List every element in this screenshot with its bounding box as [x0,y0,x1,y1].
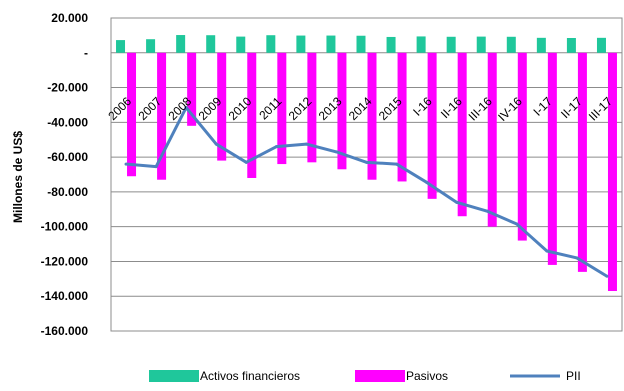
bar-activos-financieros [206,35,216,53]
pii-point [184,106,188,110]
pii-point [455,200,459,204]
pii-point [515,222,519,226]
bar-pasivos [547,52,557,265]
bar-activos-financieros [416,36,426,53]
y-tick-label: -120.000 [41,254,89,268]
bar-pasivos [517,52,527,241]
legend-label-pii: PII [566,369,581,383]
pii-point [274,145,278,149]
y-tick-label: -40.000 [47,115,88,129]
pii-point [605,274,609,278]
y-axis-title: Millones de US$ [11,131,25,223]
bar-activos-financieros [506,36,516,53]
y-tick-label: -60.000 [47,150,88,164]
bar-pasivos [217,52,227,161]
plot-frame [110,17,623,332]
bar-pasivos [487,52,497,227]
pii-point [575,256,579,260]
y-tick-label: -100.000 [41,220,89,234]
legend-label-pasivos: Pasivos [406,369,448,383]
pii-point [365,160,368,164]
y-tick-label: -20.000 [47,81,88,95]
bars [116,35,617,292]
bar-pasivos [577,52,587,272]
pii-point [214,142,218,146]
bar-activos-financieros [386,36,396,53]
bar-activos-financieros [176,35,186,53]
bar-activos-financieros [566,37,576,53]
bar-activos-financieros [446,36,456,53]
pii-point [395,162,399,166]
x-axis-ticks: 2006 2007 2008 2009 2010 2011 2012 2013 2014 2015… [105,94,615,124]
pii-point [304,142,308,146]
pii-point [124,162,128,166]
y-tick-label: -80.000 [47,185,88,199]
pii-point [154,165,158,169]
bar-pasivos [457,52,467,217]
bar-activos-financieros [356,35,366,53]
bar-activos-financieros [596,37,606,53]
y-tick-label: 20.000 [51,11,88,25]
y-tick-label: - [84,46,88,60]
bar-activos-financieros [296,35,306,53]
bar-activos-financieros [476,36,486,53]
bar-pasivos [277,52,287,165]
bar-pasivos [427,52,437,199]
pii-point [244,160,248,164]
pii-line [124,106,609,278]
y-tick-label: -160.000 [41,324,89,338]
bar-pasivos [247,52,257,178]
pii-point [425,180,429,184]
bar-pasivos [127,52,137,177]
pii-point [485,209,489,213]
bar-pasivos [337,52,347,170]
legend: Activos financieros Pasivos PII [149,369,581,383]
y-axis-ticks: 20.000 - -20.000 -40.000 -60.000 -80.000 -100.… [41,11,89,338]
pii-point [334,150,338,154]
pii-point [545,249,549,253]
legend-swatch-pasivos [355,370,405,382]
bar-activos-financieros [326,35,336,53]
bar-pasivos [367,52,377,180]
bar-activos-financieros [266,35,276,53]
bar-pasivos [607,52,617,292]
bar-activos-financieros [116,40,126,53]
y-tick-label: -140.000 [41,289,89,303]
bar-pasivos [307,52,317,163]
grid-lines [110,17,623,332]
legend-swatch-activos-financieros [149,370,199,382]
bar-activos-financieros [236,36,246,53]
legend-label-activos-financieros: Activos financieros [200,369,300,383]
bar-pasivos [157,52,167,180]
bar-activos-financieros [536,37,546,53]
bar-pasivos [187,52,197,126]
bar-pasivos [397,52,407,182]
bar-activos-financieros [146,39,156,53]
